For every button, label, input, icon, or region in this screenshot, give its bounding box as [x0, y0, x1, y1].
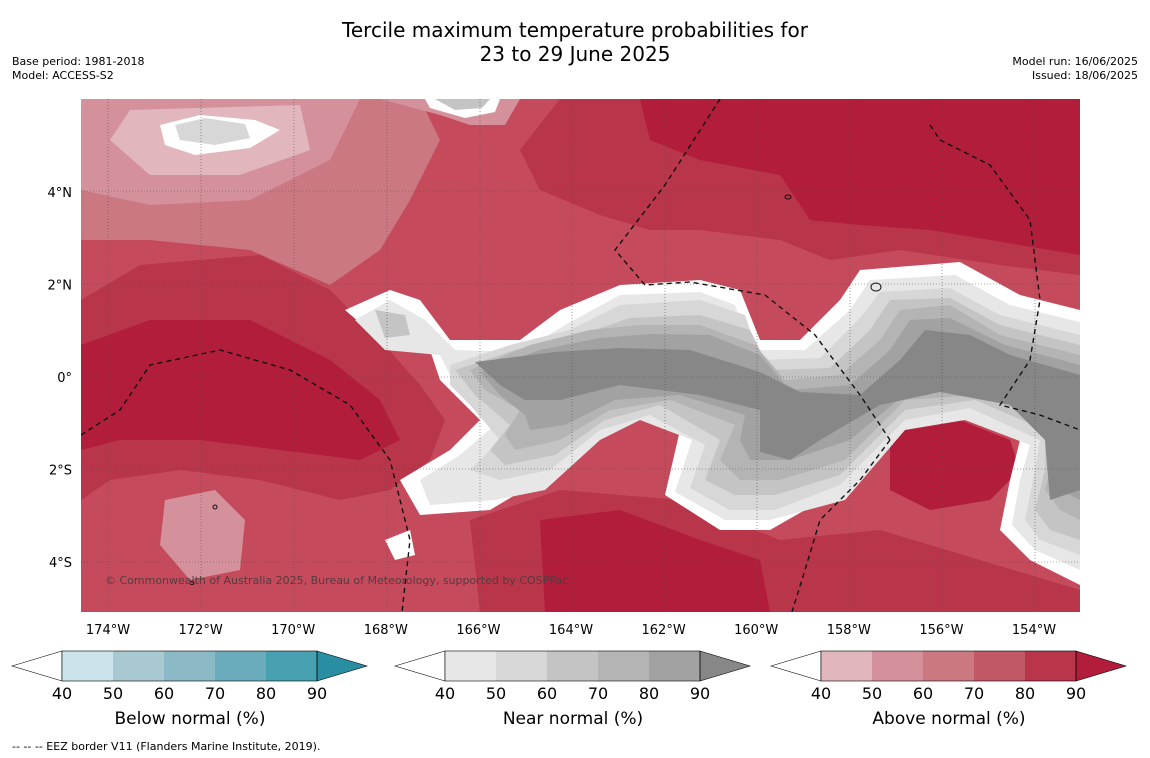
colorbar-outline — [820, 650, 1077, 682]
colorbar-tick-label: 40 — [52, 684, 72, 703]
lat-label: 0° — [57, 371, 72, 386]
colorbar-tick-label: 80 — [639, 684, 659, 703]
base-period: Base period: 1981-2018 — [12, 55, 145, 68]
colorbar-tick-label: 90 — [307, 684, 327, 703]
colorbar-segment — [62, 651, 113, 681]
colorbar-segment — [496, 651, 547, 681]
lat-label: 4°N — [48, 186, 73, 201]
colorbar-low-extend — [10, 650, 63, 682]
colorbar-segment — [164, 651, 215, 681]
colorbar-tick-label: 70 — [964, 684, 984, 703]
colorbar-tick-label: 70 — [205, 684, 225, 703]
near-70-north — [435, 99, 490, 110]
lon-label: 154°W — [1012, 623, 1056, 638]
above-90-south — [540, 510, 770, 612]
eez-footnote: -- -- -- EEZ border V11 (Flanders Marine… — [12, 740, 321, 753]
near-40-pocket — [385, 530, 415, 560]
lon-label: 172°W — [179, 623, 223, 638]
lon-label: 160°W — [734, 623, 778, 638]
colorbar-low-extend — [769, 650, 822, 682]
above-90-west — [81, 320, 400, 460]
copyright-text: © Commonwealth of Australia 2025, Bureau… — [105, 574, 568, 587]
colorbar-segment — [649, 651, 700, 681]
colorbar-low-extend — [393, 650, 446, 682]
lon-label: 174°W — [86, 623, 130, 638]
above-90-north — [640, 99, 1080, 255]
near-60-nw — [175, 118, 250, 145]
eez-borders — [81, 99, 1080, 612]
colorbar-tick-label: 40 — [811, 684, 831, 703]
colorbar-segment — [974, 651, 1025, 681]
lon-label: 164°W — [549, 623, 593, 638]
lon-label: 158°W — [827, 623, 871, 638]
above-normal-label: Above normal (%) — [872, 709, 1026, 729]
colorbar-segment — [445, 651, 496, 681]
lon-label: 156°W — [919, 623, 963, 638]
lon-label: 162°W — [642, 623, 686, 638]
colorbar-outline — [444, 650, 701, 682]
colorbar-segment — [113, 651, 164, 681]
colorbar-segment — [266, 651, 317, 681]
lon-label: 168°W — [364, 623, 408, 638]
colorbar-tick-label: 70 — [588, 684, 608, 703]
colorbars: 40 50 60 70 80 90 40 50 60 70 80 90 40 50 60 70 80 90 — [10, 650, 1128, 703]
map-canvas: © Commonwealth of Australia 2025, Bureau… — [10, 99, 1128, 703]
colorbar-high-extend — [1075, 650, 1128, 682]
lat-label: 2°N — [48, 278, 73, 293]
colorbar-tick-label: 60 — [913, 684, 933, 703]
below-normal-label: Below normal (%) — [114, 709, 266, 729]
colorbar-tick-label: 90 — [1066, 684, 1086, 703]
map-title: Tercile maximum temperature probabilitie… — [0, 18, 1150, 66]
colorbar-tick-label: 50 — [486, 684, 506, 703]
meta-right: Model run: 16/06/2025 Issued: 18/06/2025 — [1012, 55, 1138, 83]
colorbar: 40 50 60 70 80 90 — [393, 650, 752, 703]
colorbar-segment — [598, 651, 649, 681]
longitude-labels: 174°W 172°W 170°W 168°W 166°W 164°W 162°W 160°W… — [86, 623, 1056, 638]
colorbar-segment — [1025, 651, 1076, 681]
colorbar: 40 50 60 70 80 90 — [769, 650, 1128, 703]
meta-left: Base period: 1981-2018 Model: ACCESS-S2 — [12, 55, 144, 83]
colorbar-tick-label: 80 — [256, 684, 276, 703]
above-90-se-pocket — [890, 420, 1020, 510]
colorbar-tick-label: 90 — [690, 684, 710, 703]
colorbar-segment — [923, 651, 974, 681]
islands — [189, 194, 882, 585]
colorbar-tick-label: 80 — [1015, 684, 1035, 703]
near-normal-label: Near normal (%) — [502, 709, 644, 729]
colorbar-high-extend — [699, 650, 752, 682]
near-100-core — [475, 330, 1080, 500]
above-50-sw-pocket — [160, 490, 245, 580]
lon-label: 170°W — [271, 623, 315, 638]
colorbar-tick-label: 50 — [862, 684, 882, 703]
lon-label: 166°W — [456, 623, 500, 638]
colorbar-segment — [215, 651, 266, 681]
colorbar-tick-label: 50 — [103, 684, 123, 703]
model-name: Model: ACCESS-S2 — [12, 69, 114, 82]
near-70-west — [375, 310, 410, 338]
model-run: Model run: 16/06/2025 — [1012, 55, 1138, 68]
title-line-1: Tercile maximum temperature probabilitie… — [342, 18, 808, 42]
colorbar-segment — [872, 651, 923, 681]
colorbar-tick-label: 40 — [435, 684, 455, 703]
colorbar-segment — [547, 651, 598, 681]
colorbar-outline — [61, 650, 318, 682]
map-area — [81, 99, 1080, 612]
colorbar-tick-label: 60 — [537, 684, 557, 703]
colorbar-tick-label: 60 — [154, 684, 174, 703]
title-line-2: 23 to 29 June 2025 — [479, 42, 671, 66]
latitude-labels: 4°N 2°N 0° 2°S 4°S — [48, 186, 73, 571]
lat-label: 4°S — [49, 556, 72, 571]
colorbar: 40 50 60 70 80 90 — [10, 650, 369, 703]
colorbar-segment — [821, 651, 872, 681]
lat-label: 2°S — [49, 464, 72, 479]
issued-date: Issued: 18/06/2025 — [1031, 69, 1138, 82]
colorbar-high-extend — [316, 650, 369, 682]
